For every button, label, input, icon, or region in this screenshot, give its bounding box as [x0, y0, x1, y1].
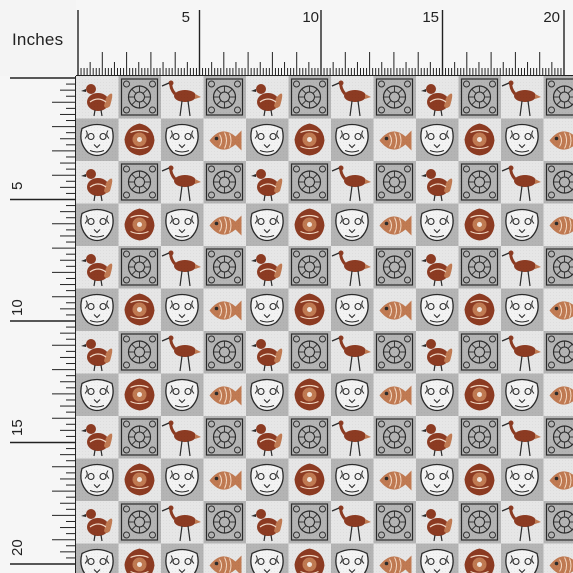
- top-label-10: 10: [302, 9, 319, 26]
- left-label-10: 10: [9, 299, 26, 316]
- left-ruler-ticks: [10, 77, 76, 565]
- left-label-20: 20: [9, 539, 26, 556]
- left-label-15: 15: [9, 419, 26, 436]
- top-label-5: 5: [182, 9, 190, 26]
- unit-label: Inches: [12, 30, 64, 49]
- top-ruler: 5 10 15 20: [76, 0, 573, 76]
- fabric-pattern: [76, 76, 573, 573]
- top-label-15: 15: [422, 9, 439, 26]
- left-label-5: 5: [9, 182, 26, 190]
- ruler-corner: Inches: [0, 0, 76, 76]
- left-ruler: 5 10 15 20: [0, 76, 76, 573]
- top-ruler-ticks: [77, 10, 565, 76]
- top-label-20: 20: [543, 9, 560, 26]
